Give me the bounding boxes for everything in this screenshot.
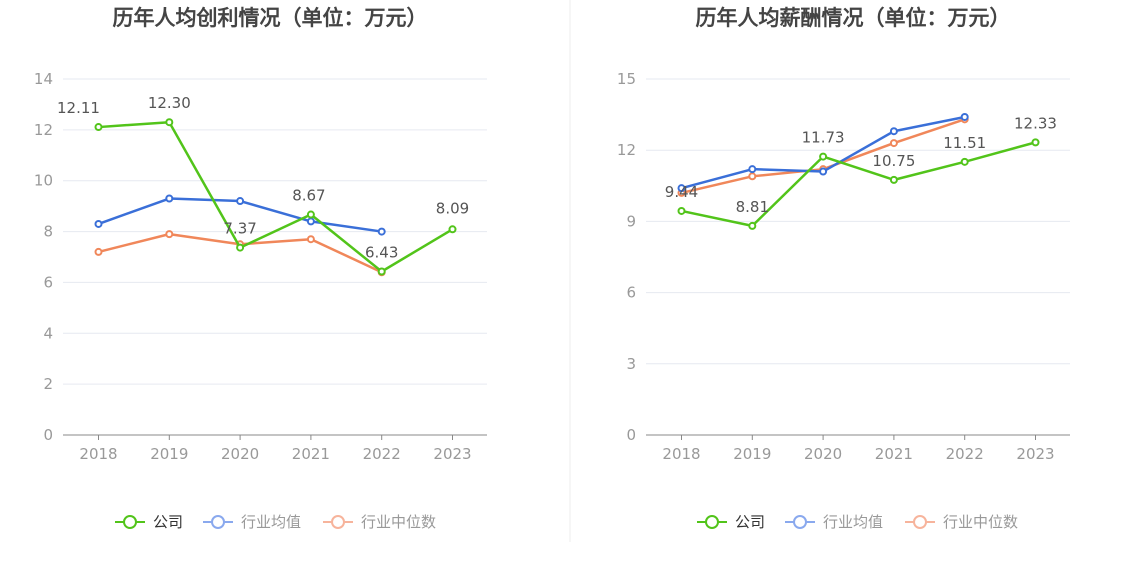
legend-item-industry-avg[interactable]: 行业均值: [203, 513, 301, 531]
y-tick-label: 14: [34, 70, 53, 88]
data-point-industry-avg: [748, 165, 757, 174]
x-tick-label: 2023: [433, 445, 471, 463]
data-label: 11.51: [943, 134, 986, 152]
data-point-industry-avg: [960, 112, 969, 121]
x-tick-label: 2019: [733, 445, 771, 463]
y-tick-label: 10: [34, 172, 53, 190]
y-tick-label: 6: [43, 273, 53, 291]
data-label: 8.67: [292, 187, 325, 205]
legend: 公司 行业均值 行业中位数: [697, 513, 1018, 531]
x-tick-label: 2020: [221, 445, 259, 463]
chart-title: 历年人均创利情况（单位：万元）: [113, 6, 428, 30]
y-tick-label: 0: [626, 426, 636, 444]
y-tick-label: 9: [626, 212, 636, 230]
legend-company-marker: [123, 515, 137, 529]
y-tick-label: 12: [617, 141, 636, 159]
data-point-industry-avg: [236, 197, 245, 206]
data-point-industry-avg: [306, 217, 315, 226]
profit-per-capita-chart: 历年人均创利情况（单位：万元） 0 2 4 6 8 10 12 14 2018 2019 2020 2…: [34, 6, 487, 531]
data-point-company: [1031, 138, 1040, 147]
legend-avg-label: 行业均值: [823, 513, 883, 531]
plot-area: 0 2 4 6 8 10 12 14 2018 2019 2020 2021 2022 2023 12.11…: [34, 70, 487, 463]
data-point-industry-avg: [889, 127, 898, 136]
data-label: 7.37: [223, 220, 256, 238]
data-point-industry-avg: [377, 227, 386, 236]
data-point-company: [94, 123, 103, 132]
x-tick-label: 2020: [804, 445, 842, 463]
legend-company-marker: [705, 515, 719, 529]
data-point-industry-avg: [165, 194, 174, 203]
y-tick-label: 12: [34, 121, 53, 139]
legend-item-industry-median[interactable]: 行业中位数: [905, 513, 1018, 531]
data-point-company: [377, 267, 386, 276]
y-tick-label: 4: [43, 324, 53, 342]
legend-item-company[interactable]: 公司: [115, 513, 183, 531]
data-point-company: [677, 206, 686, 215]
y-tick-label: 3: [626, 355, 636, 373]
y-tick-label: 0: [43, 426, 53, 444]
data-label: 9.44: [665, 183, 698, 201]
series-line-industry-median: [98, 232, 383, 274]
data-point-company: [236, 243, 245, 252]
data-point-industry-median: [306, 235, 315, 244]
x-tick-label: 2018: [79, 445, 117, 463]
data-point-industry-avg: [677, 184, 686, 193]
data-label: 12.11: [57, 99, 100, 117]
legend-avg-marker: [793, 515, 807, 529]
legend-item-industry-avg[interactable]: 行业均值: [785, 513, 883, 531]
data-point-industry-median: [748, 172, 757, 181]
data-point-company: [748, 221, 757, 230]
data-point-industry-median: [94, 247, 103, 256]
x-tick-label: 2021: [292, 445, 330, 463]
x-tick-label: 2018: [662, 445, 700, 463]
series-line-company: [681, 141, 1036, 228]
legend-avg-marker: [211, 515, 225, 529]
data-label: 11.73: [802, 129, 845, 147]
plot-area: 0 3 6 9 12 15 2018 2019 2020 2021 2022 2023 9.44 8.81…: [617, 70, 1070, 463]
legend: 公司 行业均值 行业中位数: [115, 513, 436, 531]
legend-company-label: 公司: [153, 513, 183, 531]
x-tick-label: 2021: [875, 445, 913, 463]
data-point-industry-median: [165, 230, 174, 239]
legend-item-company[interactable]: 公司: [697, 513, 765, 531]
legend-item-industry-median[interactable]: 行业中位数: [323, 513, 436, 531]
legend-median-label: 行业中位数: [943, 513, 1018, 531]
data-point-industry-avg: [819, 167, 828, 176]
legend-median-marker: [913, 515, 927, 529]
data-label: 10.75: [872, 152, 915, 170]
chart-title: 历年人均薪酬情况（单位：万元）: [696, 6, 1011, 30]
x-tick-label: 2019: [150, 445, 188, 463]
y-tick-label: 6: [626, 284, 636, 302]
x-tick-label: 2022: [363, 445, 401, 463]
y-tick-label: 8: [43, 223, 53, 241]
salary-per-capita-chart: 历年人均薪酬情况（单位：万元） 0 3 6 9 12 15 2018 2019 2020 2021…: [617, 6, 1070, 531]
data-point-company: [960, 157, 969, 166]
data-point-company: [306, 210, 315, 219]
data-point-company: [889, 175, 898, 184]
legend-median-marker: [331, 515, 345, 529]
y-tick-label: 2: [43, 375, 53, 393]
data-label: 12.30: [148, 94, 191, 112]
y-tick-label: 15: [617, 70, 636, 88]
legend-company-label: 公司: [735, 513, 765, 531]
data-point-industry-avg: [94, 219, 103, 228]
data-point-company: [819, 152, 828, 161]
x-tick-label: 2022: [946, 445, 984, 463]
legend-median-label: 行业中位数: [361, 513, 436, 531]
series-line-company: [98, 120, 454, 273]
data-label: 8.09: [436, 199, 469, 217]
data-label: 6.43: [365, 243, 398, 261]
data-point-company: [165, 118, 174, 127]
data-point-company: [448, 225, 457, 234]
x-tick-label: 2023: [1016, 445, 1054, 463]
data-point-industry-median: [889, 139, 898, 148]
data-label: 8.81: [736, 198, 769, 216]
legend-avg-label: 行业均值: [241, 513, 301, 531]
data-label: 12.33: [1014, 114, 1057, 132]
